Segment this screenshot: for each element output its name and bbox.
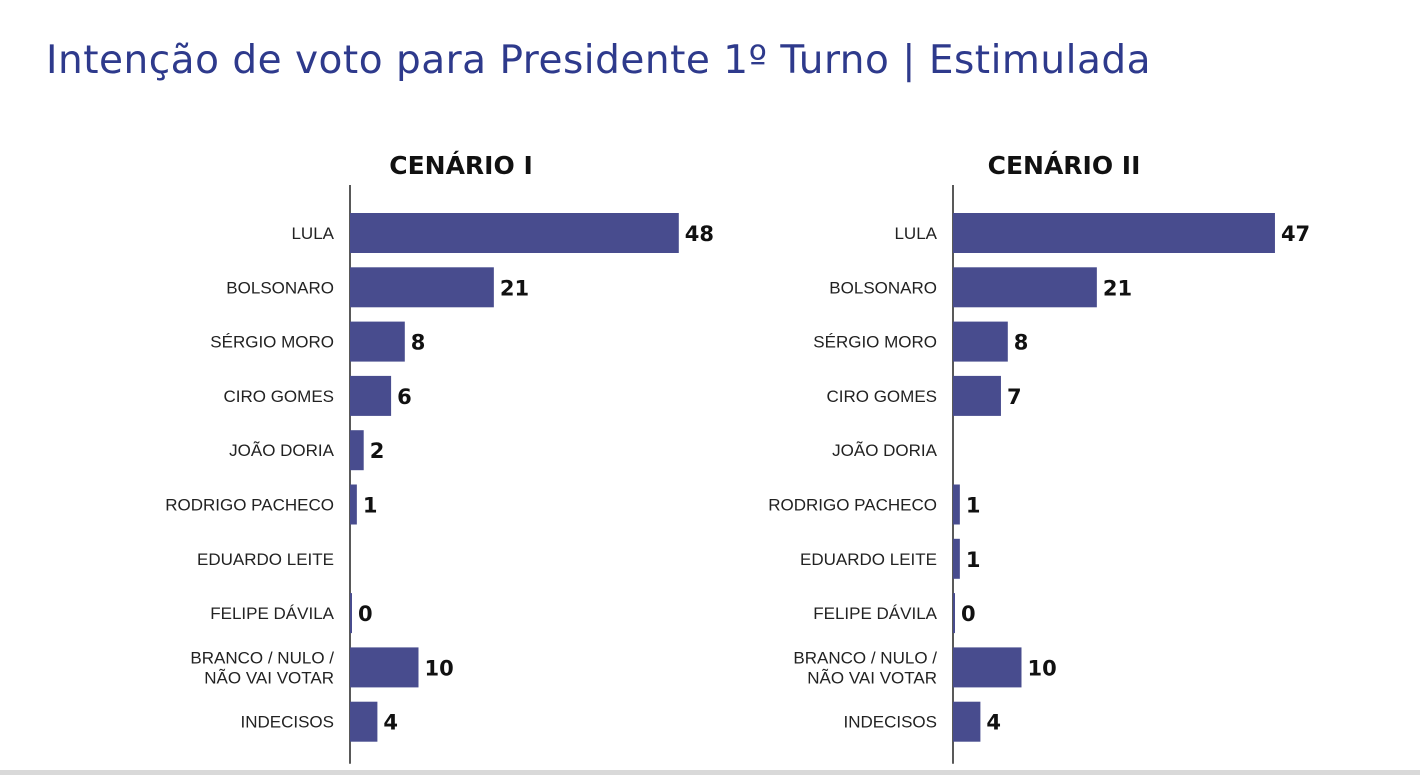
category-label: BRANCO / NULO / (793, 648, 937, 667)
category-label: BRANCO / NULO / (190, 648, 334, 667)
data-label: 10 (425, 656, 454, 680)
data-label: 47 (1281, 222, 1310, 246)
bar (350, 593, 352, 634)
bar (953, 701, 981, 742)
category-label: FELIPE DÁVILA (813, 604, 937, 623)
category-label: SÉRGIO MORO (210, 333, 334, 352)
data-label: 2 (370, 439, 385, 463)
category-label: RODRIGO PACHECO (165, 496, 334, 515)
data-label: 0 (961, 602, 976, 626)
category-label: JOÃO DORIA (229, 441, 335, 460)
category-label: BOLSONARO (226, 278, 334, 297)
category-label: INDECISOS (843, 713, 937, 732)
category-label: LULA (894, 224, 937, 243)
bar (953, 213, 1275, 253)
bar (350, 430, 364, 471)
bottom-divider (0, 770, 1420, 775)
category-label: NÃO VAI VOTAR (204, 668, 334, 687)
bar (350, 647, 419, 688)
data-label: 1 (966, 494, 981, 518)
bar (350, 484, 357, 525)
data-label: 4 (383, 711, 398, 735)
bar (953, 647, 1022, 688)
category-label: FELIPE DÁVILA (210, 604, 334, 623)
bar (350, 321, 405, 362)
bar (953, 538, 960, 579)
data-label: 10 (1028, 656, 1057, 680)
bar (953, 321, 1008, 362)
category-label: LULA (291, 224, 334, 243)
bar (350, 375, 392, 416)
category-label: NÃO VAI VOTAR (807, 668, 937, 687)
data-label: 8 (1014, 331, 1029, 355)
category-label: BOLSONARO (829, 278, 937, 297)
data-label: 4 (986, 711, 1001, 735)
data-label: 0 (358, 602, 373, 626)
data-label: 1 (966, 548, 981, 572)
category-label: EDUARDO LEITE (197, 550, 334, 569)
category-label: RODRIGO PACHECO (768, 496, 937, 515)
category-label: CIRO GOMES (223, 387, 334, 406)
bar (350, 701, 378, 742)
category-label: INDECISOS (240, 713, 334, 732)
category-label: SÉRGIO MORO (813, 333, 937, 352)
chart-title: CENÁRIO I (389, 151, 533, 180)
category-label: CIRO GOMES (826, 387, 937, 406)
category-label: JOÃO DORIA (832, 441, 938, 460)
data-label: 1 (363, 494, 378, 518)
data-label: 21 (1103, 276, 1132, 300)
chart-cenario-2: CENÁRIO II LULA 47 BOLSONARO 21 SÉRGIO MORO 8 C… (603, 140, 1310, 764)
data-label: 8 (411, 331, 426, 355)
data-label: 7 (1007, 385, 1022, 409)
data-label: 6 (397, 385, 412, 409)
data-label: 48 (685, 222, 714, 246)
bar (953, 484, 960, 525)
chart-cenario-1: CENÁRIO I LULA 48 BOLSONARO 21 SÉRGIO MORO 8 CI… (0, 140, 714, 764)
category-label: EDUARDO LEITE (800, 550, 937, 569)
bar (350, 267, 494, 308)
chart-title: CENÁRIO II (988, 151, 1141, 180)
bar (350, 213, 679, 253)
page-title: Intenção de voto para Presidente 1º Turn… (46, 38, 1152, 83)
bar (953, 593, 955, 634)
bar (953, 267, 1097, 308)
data-label: 21 (500, 276, 529, 300)
bar (953, 375, 1001, 416)
